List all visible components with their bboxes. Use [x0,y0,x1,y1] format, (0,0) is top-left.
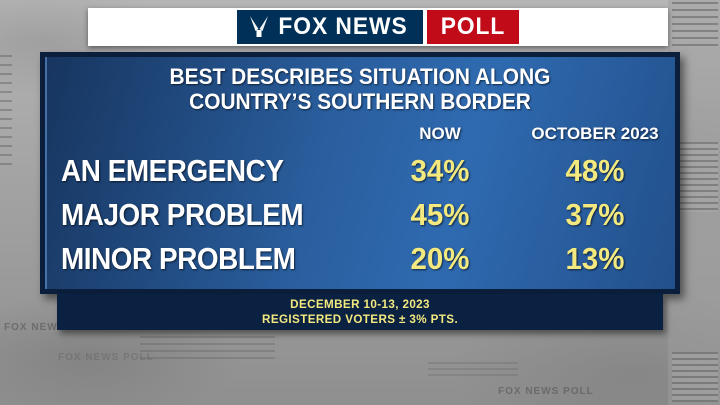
poll-value: 13% [565,241,625,276]
row-label-major-problem: MAJOR PROBLEM [45,193,365,237]
value-major-problem-now: 45% [365,193,515,237]
row-label-minor-problem: MINOR PROBLEM [45,237,365,281]
value-an-emergency-october: 48% [515,149,675,193]
poll-footnote-strip: DECEMBER 10-13, 2023 REGISTERED VOTERS ±… [57,294,663,330]
value-minor-problem-october: 13% [515,237,675,281]
value-an-emergency-now: 34% [365,149,515,193]
poll-value: 34% [410,153,470,188]
background-watermark: FOX NEWS POLL [4,322,100,333]
poll-panel: BEST DESCRIBES SITUATION ALONG COUNTRY’S… [40,52,680,294]
fox-news-logo-text: FOX NEWS [278,13,408,40]
row-label-an-emergency: AN EMERGENCY [45,149,365,193]
poll-value: 20% [410,241,470,276]
poll-sample-info: REGISTERED VOTERS ± 3% PTS. [261,312,459,326]
column-header-now: NOW [419,124,461,143]
poll-title-line2: COUNTRY’S SOUTHERN BORDER [189,89,531,114]
poll-value: 48% [565,153,625,188]
background-watermark: FOX NEWS POLL [498,386,594,397]
fox-news-poll-logo: FOX NEWS POLL [236,10,519,44]
poll-dates: DECEMBER 10-13, 2023 [290,297,430,311]
poll-title: BEST DESCRIBES SITUATION ALONG COUNTRY’S… [45,64,675,114]
bg-tick-marks [0,55,12,165]
column-header-spacer [45,119,365,149]
poll-value: 37% [565,197,625,232]
poll-logo-text: POLL [440,13,506,40]
row-label-text: AN EMERGENCY [61,153,284,188]
fox-news-logo-box: FOX NEWS [236,10,423,44]
bg-right-block [672,2,718,48]
value-major-problem-october: 37% [515,193,675,237]
poll-logo-box: POLL [427,10,519,44]
row-label-text: MAJOR PROBLEM [61,197,304,232]
bg-text-smudge [140,336,275,364]
row-label-text: MINOR PROBLEM [61,241,296,276]
bg-text-smudge [428,362,518,380]
header-bar: FOX NEWS POLL [88,8,668,46]
bg-right-block [672,352,718,402]
value-minor-problem-now: 20% [365,237,515,281]
column-header-october-2023: OCTOBER 2023 [531,124,659,143]
background-watermark: FOX NEWS POLL [58,352,154,363]
poll-value: 45% [410,197,470,232]
poll-title-line1: BEST DESCRIBES SITUATION ALONG [169,64,551,89]
poll-table: NOW OCTOBER 2023 AN EMERGENCY 34% 48% MA… [45,119,675,281]
searchlight-icon [249,16,269,38]
